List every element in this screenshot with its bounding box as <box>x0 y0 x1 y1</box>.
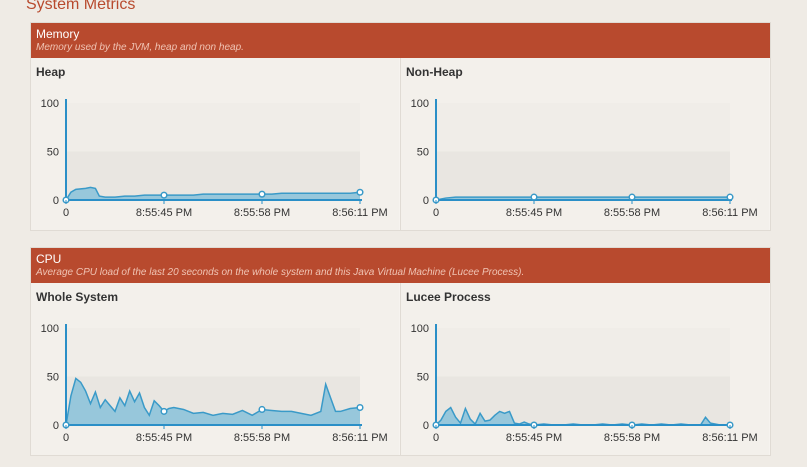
y-tick-label: 100 <box>41 323 59 335</box>
x-tick-label: 0 <box>63 432 69 444</box>
data-point <box>628 193 636 201</box>
series-area <box>66 378 360 425</box>
plot-band-upper <box>66 328 360 377</box>
x-tick-label: 8:56:11 PM <box>332 432 387 444</box>
series-area <box>66 187 360 200</box>
memory-panel-header: Memory Memory used by the JVM, heap and … <box>31 23 770 58</box>
cpu-panel: CPU Average CPU load of the last 20 seco… <box>30 247 771 456</box>
series-line <box>65 186 361 201</box>
y-tick-label: 100 <box>411 323 429 335</box>
x-tick-label: 8:55:58 PM <box>234 432 290 444</box>
y-tick-label: 0 <box>53 420 59 432</box>
heap-chart-title: Heap <box>36 65 66 79</box>
nonheap-chart-title: Non-Heap <box>406 65 463 79</box>
data-point <box>258 405 266 414</box>
x-tick-label: 8:55:45 PM <box>136 432 192 444</box>
x-tick-label: 8:56:11 PM <box>702 432 757 444</box>
x-tick-label: 0 <box>433 207 439 219</box>
memory-panel-description: Memory used by the JVM, heap and non hea… <box>36 42 244 53</box>
x-tick-label: 0 <box>63 207 69 219</box>
x-tick-label: 8:56:11 PM <box>702 207 757 219</box>
cpu-panel-description: Average CPU load of the last 20 seconds … <box>36 267 525 278</box>
data-point <box>258 190 266 198</box>
data-point <box>726 193 734 201</box>
data-point <box>160 191 168 199</box>
y-tick-label: 0 <box>423 195 429 207</box>
data-point <box>356 188 364 196</box>
data-point <box>160 407 168 415</box>
whole-system-chart: 100 50 00 8:55:45 PM 8:55:58 PM 8:56:11 PM <box>41 323 388 444</box>
data-point <box>356 403 364 412</box>
memory-panel: Memory Memory used by the JVM, heap and … <box>30 22 771 231</box>
whole-system-chart-panel: 100 50 0 0 8:55:45 PM 8:55:58 PM 8:56:11 PM Wh… <box>31 283 399 455</box>
cpu-panel-header: CPU Average CPU load of the last 20 seco… <box>31 248 770 283</box>
lucee-process-chart: 100 50 00 8:55:45 PM 8:55:58 PM 8:56:11 PM <box>411 323 758 444</box>
plot-band-upper <box>436 328 730 377</box>
lucee-process-chart-panel: 100 50 0 0 8:55:45 PM 8:55:58 PM 8:56:11 PM Lu… <box>400 283 769 455</box>
y-tick-label: 50 <box>47 372 59 384</box>
nonheap-chart-panel: 100 50 0 0 8:55:45 PM 8:55:58 PM 8:56:11 PM No… <box>400 58 769 230</box>
plot-band-lower <box>436 151 730 200</box>
x-tick-label: 8:55:45 PM <box>136 207 192 219</box>
x-tick-label: 8:55:58 PM <box>604 207 660 219</box>
plot-band-upper <box>66 103 360 152</box>
plot-band-upper <box>436 103 730 152</box>
x-tick-label: 8:55:45 PM <box>506 432 562 444</box>
y-tick-label: 100 <box>411 98 429 110</box>
x-tick-label: 8:55:58 PM <box>234 207 290 219</box>
series-line <box>65 377 361 426</box>
nonheap-chart: 100 50 00 8:55:45 PM 8:55:58 PM 8:56:11 PM <box>411 98 758 219</box>
lucee-process-chart-title: Lucee Process <box>406 290 491 304</box>
x-tick-label: 0 <box>433 432 439 444</box>
plot-band-lower <box>436 376 730 425</box>
heap-chart: 100 50 00 8:55:45 PM 8:55:58 PM 8:56:11 PM <box>41 98 388 219</box>
whole-system-chart-title: Whole System <box>36 290 119 304</box>
plot-band-lower <box>66 151 360 200</box>
y-tick-label: 50 <box>417 372 429 384</box>
y-tick-label: 0 <box>53 195 59 207</box>
y-tick-label: 50 <box>417 147 429 159</box>
x-tick-label: 8:56:11 PM <box>332 207 387 219</box>
x-tick-label: 8:55:45 PM <box>506 207 562 219</box>
y-tick-label: 0 <box>423 420 429 432</box>
x-tick-label: 8:55:58 PM <box>604 432 660 444</box>
y-tick-label: 100 <box>41 98 59 110</box>
data-point <box>530 193 538 201</box>
memory-panel-title: Memory <box>36 27 80 41</box>
page-title: System Metrics <box>26 0 136 13</box>
y-tick-label: 50 <box>47 147 59 159</box>
heap-chart-panel: 100 50 0 0 8:55:45 PM 8:55:58 PM 8:56:11 PM He… <box>31 58 399 230</box>
cpu-panel-title: CPU <box>36 252 62 266</box>
